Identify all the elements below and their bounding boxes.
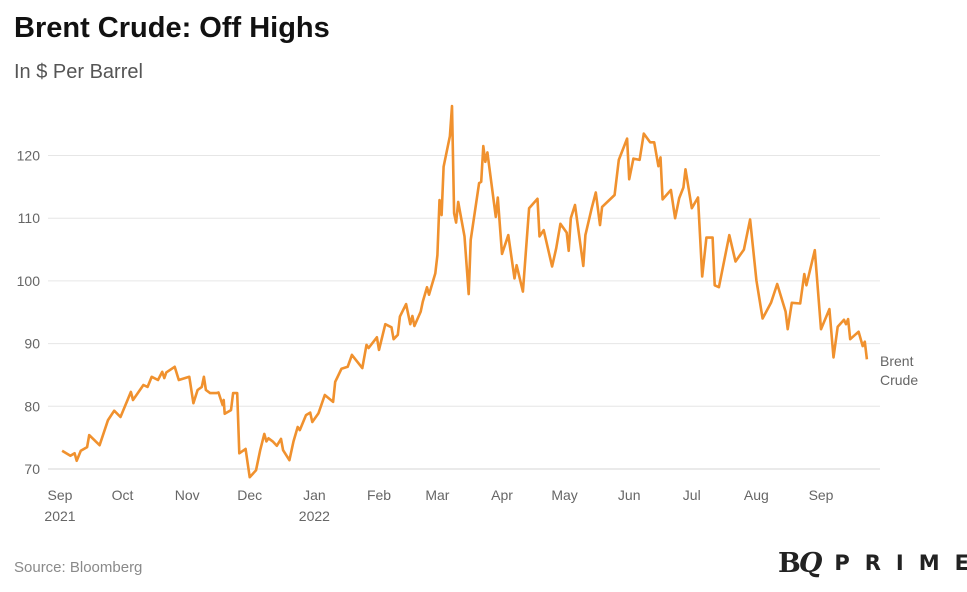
- series-line-brent-crude: [61, 104, 869, 479]
- y-tick-label: 70: [24, 461, 40, 477]
- y-tick-label: 100: [17, 273, 41, 289]
- x-tick-label: Sep: [809, 487, 834, 503]
- x-tick-label: Dec: [237, 487, 262, 503]
- x-tick-label: Jan: [303, 487, 326, 503]
- x-tick-label: Aug: [744, 487, 769, 503]
- x-tick-label: Sep: [48, 487, 73, 503]
- x-tick-year: 2021: [44, 508, 75, 524]
- y-tick-label: 110: [18, 210, 41, 226]
- source-note: Source: Bloomberg: [14, 559, 143, 576]
- series-label-line-2: Crude: [880, 372, 918, 388]
- y-tick-label: 90: [24, 336, 40, 352]
- x-tick-label: Apr: [491, 487, 513, 503]
- y-tick-label: 120: [17, 148, 41, 164]
- x-tick-label: Feb: [367, 487, 391, 503]
- x-tick-label: Jun: [618, 487, 641, 503]
- chart-title: Brent Crude: Off Highs: [14, 12, 330, 44]
- x-tick-label: May: [551, 487, 577, 503]
- x-tick-year: 2022: [299, 508, 330, 524]
- series-label-line-1: Brent: [880, 353, 914, 369]
- bq-prime-logo: BQPRIME: [778, 547, 967, 579]
- x-tick-label: Oct: [112, 487, 134, 503]
- y-tick-label: 80: [24, 398, 40, 414]
- x-tick-label: Jul: [683, 487, 701, 503]
- x-tick-label: Nov: [175, 487, 200, 503]
- x-tick-label: Mar: [425, 487, 449, 503]
- chart-subtitle: In $ Per Barrel: [14, 61, 143, 83]
